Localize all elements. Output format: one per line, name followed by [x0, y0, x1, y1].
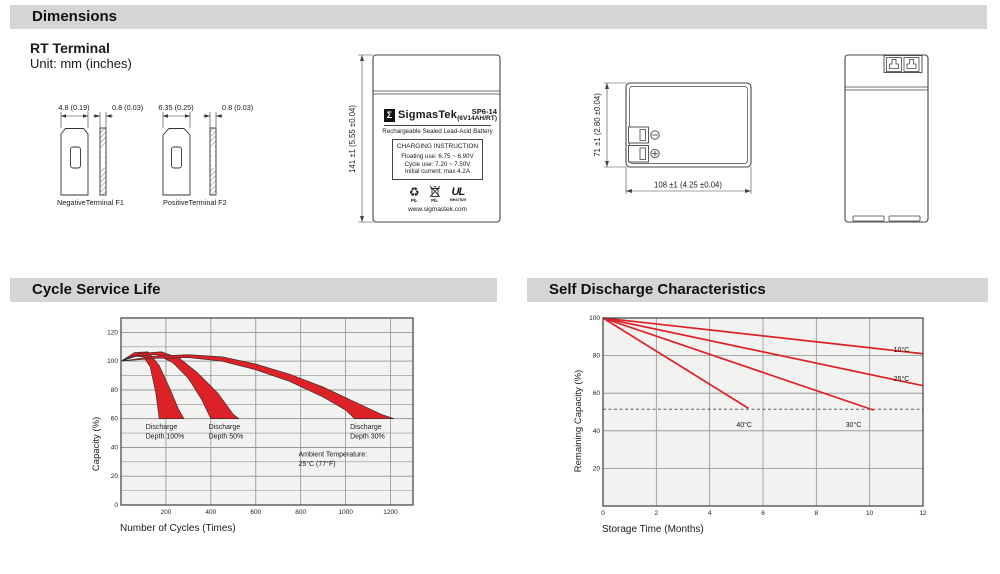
model-number: SP6-14 — [471, 107, 498, 116]
pb-trash-icon: Pb. — [429, 185, 441, 204]
f2-width-dim: 6.35 (0.25) — [158, 103, 193, 112]
x-tick-label: 600 — [250, 509, 261, 516]
unit-note: Unit: mm (inches) — [30, 56, 132, 71]
terminal-f1-drawing: 4.8 (0.19) 0.8 (0.03) NegativeTerminal F… — [57, 103, 143, 207]
charging-line: Initial current: max 4.2A — [405, 168, 470, 176]
f2-thickness-dim: 0.8 (0.03) — [222, 103, 253, 112]
discharge-band — [120, 354, 395, 419]
x-tick-label: 200 — [160, 509, 171, 516]
series-label: 40°C — [736, 421, 752, 429]
chart-annotation: Discharge Depth 30% — [350, 424, 385, 441]
series-label: 10°C — [894, 346, 910, 354]
y-tick-label: 40 — [593, 428, 601, 435]
model-block: SP6-14 (6V14AH/RT) — [457, 108, 497, 123]
x-tick-label: 1200 — [383, 509, 398, 516]
x-tick-label: 4 — [708, 510, 712, 517]
x-tick-label: 10 — [866, 510, 874, 517]
plot-border — [602, 317, 924, 507]
section-title: Self Discharge Characteristics — [549, 281, 766, 298]
x-tick-label: 0 — [601, 510, 605, 517]
f1-thickness-dim: 0.8 (0.03) — [112, 103, 143, 112]
chart-annotation: Discharge Depth 100% — [146, 424, 185, 441]
section-header-cycle-service-life: Cycle Service Life — [10, 278, 497, 302]
compliance-icons-row: ♻ Pb. Pb. UL MH47929 — [378, 185, 497, 203]
label-divider — [384, 124, 491, 126]
top-height-dim: 71 ±1 (2.80 ±0.04) — [593, 93, 602, 157]
x-axis-title: Number of Cycles (Times) — [120, 523, 236, 534]
charging-line: Cycle use: 7.20 ~ 7.50V — [404, 160, 471, 168]
plus-terminal-icon — [650, 148, 660, 159]
y-tick-label: 80 — [593, 353, 601, 360]
charging-title: CHARGING INSTRUCTION — [396, 142, 479, 150]
charging-line: Floating use: 6.75 ~ 6.90V — [401, 152, 474, 160]
y-tick-label: 60 — [593, 390, 601, 397]
rt-terminal-subtitle: RT Terminal — [30, 40, 110, 56]
series-line — [602, 317, 924, 387]
f2-label: PositiveTerminal F2 — [163, 198, 227, 207]
pb-recycle-icon: ♻ Pb. — [408, 184, 420, 203]
y-axis-title: Remaining Capacity (%) — [573, 370, 584, 472]
section-header-self-discharge: Self Discharge Characteristics — [527, 278, 988, 302]
battery-front-view: 141 ±1 (5.55 ±0.04) — [348, 54, 501, 223]
x-axis-title: Storage Time (Months) — [602, 524, 704, 535]
battery-type-text: Rechargeable Sealed Lead-Acid Battery — [382, 127, 493, 135]
terminal-f2-drawing: 6.35 (0.25) 0.8 (0.03) PositiveTerminal … — [158, 103, 253, 207]
x-tick-label: 8 — [815, 510, 819, 517]
plot-border — [120, 317, 414, 506]
sigmastek-logo-icon: Σ — [384, 108, 395, 122]
section-title: Dimensions — [32, 8, 118, 25]
y-tick-label: 80 — [111, 387, 119, 394]
battery-side-view — [844, 54, 929, 223]
model-spec: (6V14AH/RT) — [457, 114, 498, 122]
top-width-dim: 108 ±1 (4.25 ±0.04) — [654, 181, 722, 190]
y-axis-title: Capacity (%) — [91, 417, 102, 471]
x-tick-label: 1000 — [338, 509, 353, 516]
brand-row: Σ SigmasTek SP6-14 (6V14AH/RT) — [378, 102, 497, 123]
y-tick-label: 60 — [111, 416, 119, 423]
ul-mark-icon: UL MH47929 — [449, 186, 467, 203]
charging-instruction-box: CHARGING INSTRUCTION Floating use: 6.75 … — [392, 138, 483, 181]
chart-annotation: Ambient Temperature: 25°C (77°F) — [298, 451, 367, 468]
series-label: 25°C — [894, 375, 910, 383]
y-tick-label: 20 — [593, 465, 601, 472]
y-tick-label: 40 — [111, 444, 119, 451]
battery-label: Σ SigmasTek SP6-14 (6V14AH/RT) Rechargea… — [378, 102, 497, 220]
x-tick-label: 6 — [761, 510, 765, 517]
f1-width-dim: 4.8 (0.19) — [58, 103, 89, 112]
series-label: 30°C — [846, 421, 862, 429]
self-discharge-chart: 10°C 25°C 30°C 40°C 20 40 60 80 100 0 2 4 6 8 10 12 Stor… — [573, 315, 927, 535]
x-tick-label: 400 — [205, 509, 216, 516]
f1-label: NegativeTerminal F1 — [57, 198, 124, 207]
y-tick-label: 0 — [114, 502, 118, 509]
battery-top-view: 71 ±1 (2.80 ±0.04) 108 ±1 (4.25 ±0.04) — [593, 82, 752, 194]
x-tick-label: 2 — [655, 510, 659, 517]
cycle-service-life-chart: 0 20 40 60 80 100 120 200 400 600 800 1000 1200 Disch… — [91, 317, 414, 534]
x-tick-label: 800 — [295, 509, 306, 516]
front-height-dim: 141 ±1 (5.55 ±0.04) — [348, 105, 357, 173]
minus-terminal-icon — [650, 130, 660, 140]
y-tick-label: 120 — [107, 329, 118, 336]
dimension-drawings: 4.8 (0.19) 0.8 (0.03) NegativeTerminal F… — [57, 54, 929, 223]
chart-annotation: Discharge Depth 50% — [209, 424, 244, 441]
y-tick-label: 100 — [107, 358, 118, 365]
brand-name: SigmasTek — [398, 109, 458, 122]
y-tick-label: 20 — [111, 473, 119, 480]
y-tick-label: 100 — [589, 315, 600, 322]
discharge-band — [120, 351, 185, 419]
series-line — [602, 317, 924, 355]
series-line — [602, 317, 749, 409]
x-tick-label: 12 — [919, 510, 927, 517]
section-title: Cycle Service Life — [32, 281, 161, 298]
website-text: www.sigmastek.com — [408, 206, 467, 214]
section-header-dimensions: Dimensions — [10, 5, 987, 29]
series-line — [602, 317, 874, 411]
